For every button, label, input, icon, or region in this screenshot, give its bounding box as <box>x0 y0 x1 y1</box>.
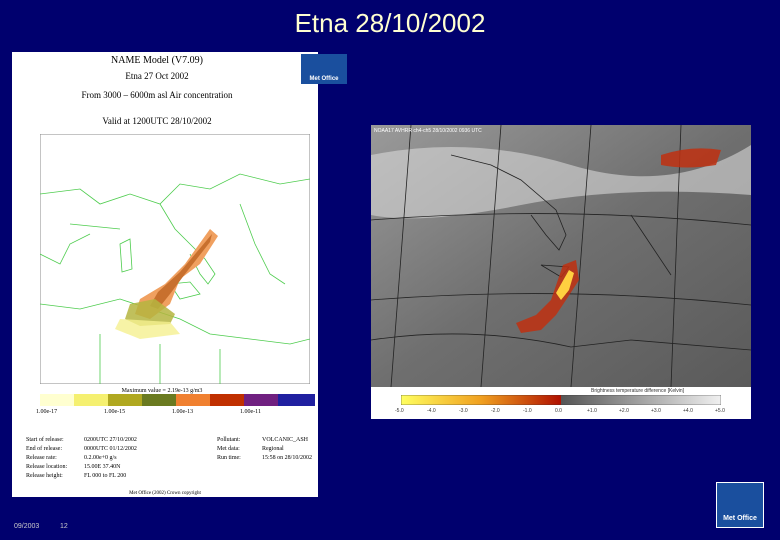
scale-label: -4.0 <box>427 408 436 414</box>
info-value: 0200UTC 27/10/2002 <box>84 437 137 443</box>
scale-label: -2.0 <box>491 408 500 414</box>
info-value: 15:58 on 28/10/2002 <box>262 455 313 461</box>
info-value: 0000UTC 01/12/2002 <box>84 446 137 452</box>
satellite-panel: NOAA17 AVHRR ch4-ch5 28/10/2002 0936 UTC… <box>371 125 751 419</box>
scale-bar <box>401 395 721 405</box>
logo: Met Office <box>301 54 347 84</box>
info-key: Run time: <box>217 455 241 461</box>
legend-label: 1.00e-13 <box>172 409 194 415</box>
scale-label: 0.0 <box>555 408 562 414</box>
info-value: Regional <box>262 446 284 452</box>
info-value: FL 000 to FL 200 <box>84 473 127 479</box>
scale-label: +4.0 <box>683 408 693 414</box>
info-key: Start of release: <box>26 437 64 443</box>
info-key: End of release: <box>26 446 62 452</box>
model-panel: NAME Model (V7.09) Etna 27 Oct 2002 From… <box>12 52 347 497</box>
scale-label: +3.0 <box>651 408 661 414</box>
info-value: 15.00E 37.40N <box>84 464 121 470</box>
scale-label: -1.0 <box>523 408 532 414</box>
slide-title: Etna 28/10/2002 <box>294 8 486 38</box>
scale-label: -5.0 <box>395 408 404 414</box>
legend-labels: 1.00e-17 1.00e-15 1.00e-13 1.00e-11 <box>12 409 318 419</box>
footer-logo: Met Office <box>716 482 764 528</box>
scale-label: +5.0 <box>715 408 725 414</box>
footer-date: 09/2003 <box>14 523 40 530</box>
color-legend <box>40 394 315 406</box>
map-frame <box>40 134 310 384</box>
scale-label: +2.0 <box>619 408 629 414</box>
model-valid: Valid at 1200UTC 28/10/2002 <box>102 116 212 126</box>
scale-title: Brightness temperature difference [Kelvi… <box>591 388 685 394</box>
plume-edge <box>115 319 180 339</box>
coastlines <box>40 173 310 384</box>
legend-label: 1.00e-11 <box>240 409 261 415</box>
info-value: VOLCANIC_ASH <box>262 437 309 443</box>
plume-spread <box>125 299 175 326</box>
satellite-image <box>371 125 751 387</box>
scale-label: -3.0 <box>459 408 468 414</box>
info-key: Met data: <box>217 446 240 452</box>
info-key: Pollutant: <box>217 437 241 443</box>
copyright: Met Office (2002) Crown copyright <box>129 491 201 496</box>
model-description: From 3000 – 6000m asl Air concentration <box>81 90 233 100</box>
legend-label: 1.00e-15 <box>104 409 126 415</box>
info-key: Release location: <box>26 464 68 470</box>
model-title: NAME Model (V7.09) <box>111 55 203 66</box>
max-value: Maximum value = 2.19e-13 g/m3 <box>121 388 203 394</box>
scale-labels: -5.0 -4.0 -3.0 -2.0 -1.0 0.0 +1.0 +2.0 +3.0 +4.0 +… <box>395 408 725 416</box>
scale-label: +1.0 <box>587 408 597 414</box>
model-subtitle: Etna 27 Oct 2002 <box>125 71 189 81</box>
plume-core <box>150 234 212 309</box>
info-key: Release rate: <box>26 455 57 461</box>
info-key: Release height: <box>26 473 63 479</box>
legend-label: 1.00e-17 <box>36 409 58 415</box>
satellite-title: NOAA17 AVHRR ch4-ch5 28/10/2002 0936 UTC <box>374 128 482 134</box>
model-map <box>40 134 310 384</box>
info-value: 0.2.00e+0 g/s <box>84 455 117 461</box>
footer-page: 12 <box>60 523 68 530</box>
